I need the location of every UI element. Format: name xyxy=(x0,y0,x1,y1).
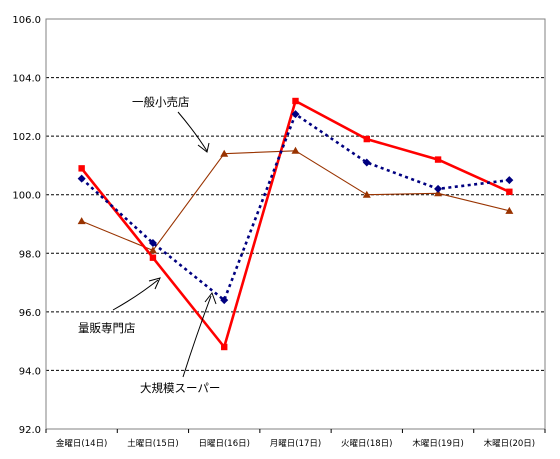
series-line xyxy=(80,112,510,302)
annotation-label: 一般小売店 xyxy=(132,95,190,109)
x-tick-label: 木曜日(20日) xyxy=(484,438,535,449)
x-tick-label: 月曜日(17日) xyxy=(270,439,321,449)
annotation-label: 大規模スーパー xyxy=(140,381,220,395)
grid-lines xyxy=(46,77,545,371)
data-point xyxy=(505,206,514,214)
annotation-arrowhead xyxy=(204,291,217,305)
data-point xyxy=(221,343,228,351)
x-tick-label: 土曜日(15日) xyxy=(127,438,178,449)
x-tick-label: 火曜日(18日) xyxy=(341,439,392,449)
y-tick-label: 104.0 xyxy=(12,74,41,85)
data-point xyxy=(149,254,157,261)
data-point xyxy=(291,146,300,154)
plot-area-border xyxy=(45,18,546,430)
data-point xyxy=(362,190,371,198)
annotation-arrowhead xyxy=(197,142,210,153)
data-point xyxy=(77,217,86,225)
series-lines xyxy=(77,97,514,351)
data-point xyxy=(363,135,370,143)
data-point xyxy=(362,158,371,167)
data-point xyxy=(148,246,157,254)
y-tick-label: 96.0 xyxy=(19,308,41,319)
data-point xyxy=(78,165,85,172)
x-tick-label: 金曜日(14日) xyxy=(56,438,107,449)
y-tick-label: 98.0 xyxy=(19,249,41,260)
y-tick-label: 94.0 xyxy=(19,366,41,377)
annotation-arrow xyxy=(182,295,212,378)
annotation-arrow xyxy=(177,111,208,152)
data-point xyxy=(77,174,86,183)
annotation-arrow xyxy=(112,279,159,311)
data-point xyxy=(291,110,300,119)
data-point xyxy=(506,188,513,195)
data-point xyxy=(505,176,514,185)
data-point xyxy=(292,97,299,105)
annotation-label: 量販専門店 xyxy=(78,321,136,335)
data-point xyxy=(434,184,443,193)
y-tick-label: 106.0 xyxy=(12,15,41,26)
y-tick-label: 92.0 xyxy=(19,425,41,436)
axes: 92.0 94.0 96.0 98.0 100.0 102.0 104.0 106.0 金曜日(… xyxy=(12,15,546,449)
annotation-arrowhead xyxy=(148,277,161,290)
series-line xyxy=(80,99,510,349)
data-point xyxy=(220,296,229,305)
data-point xyxy=(434,156,442,163)
data-point xyxy=(148,239,157,248)
y-tick-label: 102.0 xyxy=(12,132,41,143)
y-tick-label: 100.0 xyxy=(12,191,41,202)
data-point xyxy=(220,149,229,157)
x-tick-label: 日曜日(16日) xyxy=(198,439,249,449)
x-tick-label: 木曜日(19日) xyxy=(412,438,463,449)
